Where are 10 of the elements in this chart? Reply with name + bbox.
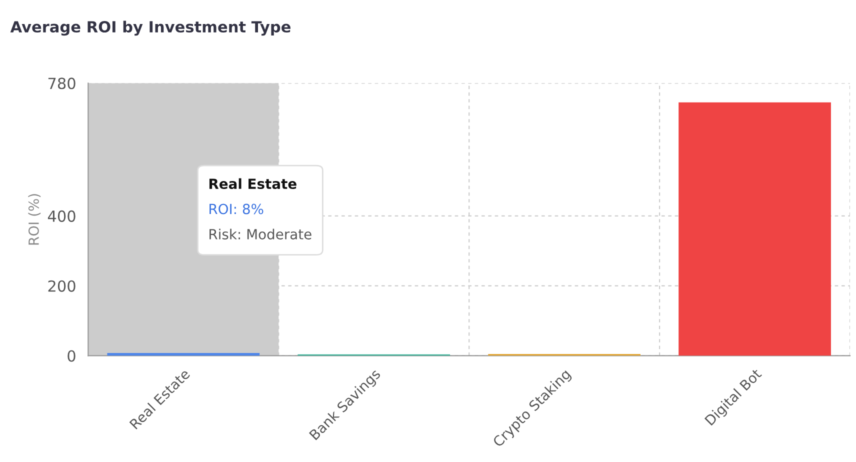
annotation: Real Estate [209,178,296,190]
chart-title: Average ROI by Investment Type [10,20,290,36]
y-tick-label: 0 [68,350,76,362]
annotation: Risk: Moderate [210,228,312,240]
y-tick-label: 780 [48,78,76,90]
annotation: ROI: 8% [210,204,264,214]
y-tick-label: 200 [48,280,76,292]
y-axis-title: ROI (%) [28,194,41,245]
bar [678,102,831,356]
y-tick-label: 400 [48,210,76,222]
